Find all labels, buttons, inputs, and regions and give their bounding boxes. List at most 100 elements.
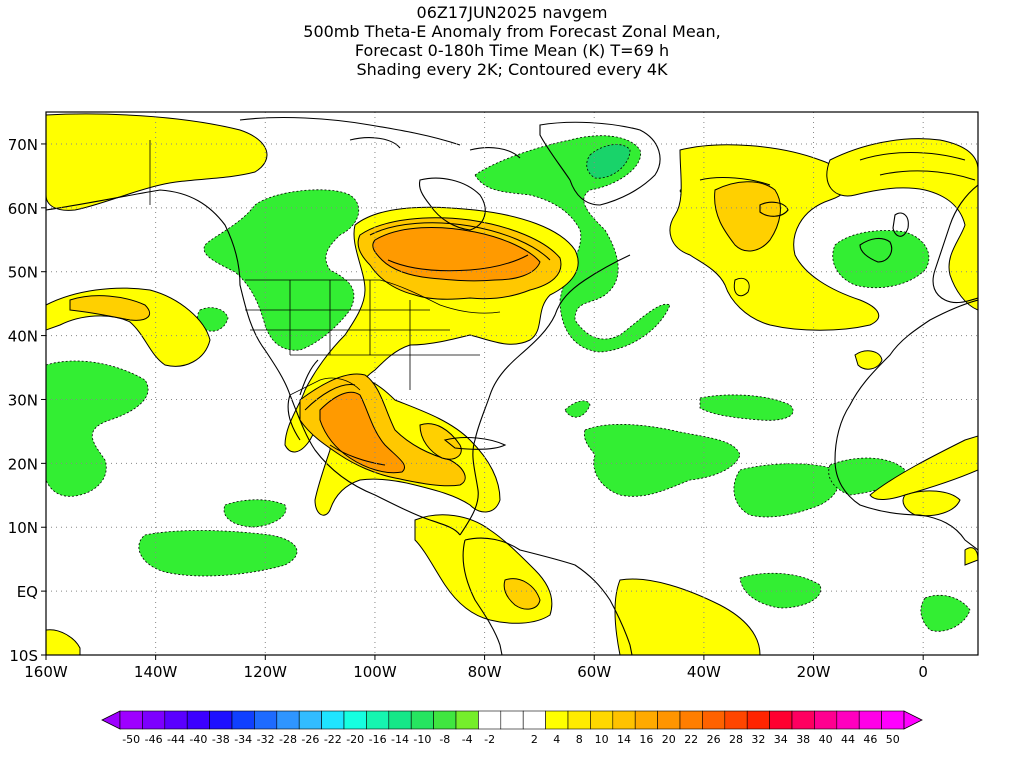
coastlines bbox=[46, 116, 978, 655]
contour-line-eu-2 bbox=[879, 170, 976, 181]
green-region-atlantic-tropics bbox=[583, 423, 741, 497]
coastline-hudson-bay bbox=[418, 177, 486, 231]
colorbar-swatch bbox=[254, 710, 278, 730]
x-tick-label: 140W bbox=[134, 663, 178, 681]
x-axis: 160W 140W 120W 100W 80W 60W 40W 20W 0 bbox=[24, 655, 928, 681]
colorbar-swatch bbox=[567, 710, 591, 730]
x-tick-label: 160W bbox=[24, 663, 68, 681]
colorbar-swatch bbox=[298, 710, 322, 730]
colorbar-swatch bbox=[612, 710, 636, 730]
title-line-1: 06Z17JUN2025 navgem bbox=[416, 3, 608, 22]
colorbar-label: 10 bbox=[595, 733, 609, 746]
x-tick-label: 80W bbox=[468, 663, 502, 681]
y-tick-label: 70N bbox=[8, 136, 38, 154]
coastline-cuba bbox=[443, 436, 507, 450]
colorbar-swatch bbox=[702, 710, 726, 730]
colorbar-swatch bbox=[814, 710, 838, 730]
colorbar-label: -16 bbox=[369, 733, 387, 746]
coastline-british-isles bbox=[892, 212, 909, 237]
x-tick-label: 40W bbox=[687, 663, 721, 681]
colorbar-swatch bbox=[590, 710, 614, 730]
coastline-greenland bbox=[539, 121, 661, 206]
yellow-region-brazil bbox=[614, 578, 761, 655]
colorbar-swatch bbox=[366, 710, 390, 730]
colorbar-swatch bbox=[836, 710, 860, 730]
colorbar-label: 40 bbox=[819, 733, 833, 746]
green-region-east-pacific bbox=[46, 360, 149, 497]
green-region-pacific-south bbox=[138, 530, 298, 577]
colorbar-swatch bbox=[746, 710, 770, 730]
x-tick-label: 20W bbox=[797, 663, 831, 681]
grid-lines bbox=[46, 112, 978, 655]
colorbar-swatch bbox=[657, 710, 681, 730]
colorbar-label: 32 bbox=[751, 733, 765, 746]
y-axis: 70N 60N 50N 40N 30N 20N 10N EQ 10S bbox=[8, 136, 46, 665]
colorbar-swatch bbox=[478, 710, 502, 730]
colorbar-label: -46 bbox=[145, 733, 163, 746]
chart-title: 06Z17JUN2025 navgem 500mb Theta-E Anomal… bbox=[0, 0, 1024, 79]
gold-region-north-atlantic bbox=[714, 181, 781, 252]
y-tick-label: 10N bbox=[8, 519, 38, 537]
coastline-arctic-islands bbox=[239, 116, 521, 159]
green-region-africa-west bbox=[733, 463, 840, 518]
coastline-north-america bbox=[46, 189, 631, 536]
colorbar-swatch bbox=[500, 710, 524, 730]
colorbar-label: -38 bbox=[212, 733, 230, 746]
border-us-canada bbox=[245, 279, 501, 314]
colorbar-swatch bbox=[455, 710, 479, 730]
gold-region-south-america bbox=[503, 578, 541, 610]
green-region-greenland bbox=[586, 144, 631, 179]
contour-line-mex-1 bbox=[304, 384, 356, 411]
colorbar-label: 8 bbox=[576, 733, 583, 746]
green-region-pacific-far bbox=[197, 307, 229, 332]
yellow-region-africa-east bbox=[964, 547, 978, 566]
coastline-africa bbox=[834, 299, 978, 551]
colorbar-label: 46 bbox=[863, 733, 877, 746]
map-frame bbox=[45, 111, 979, 656]
green-region-south-atlantic bbox=[739, 572, 822, 609]
colorbar-label: -14 bbox=[391, 733, 409, 746]
colorbar-label: 26 bbox=[707, 733, 721, 746]
colorbar-label: -50 bbox=[122, 733, 140, 746]
colorbar-label: -4 bbox=[462, 733, 473, 746]
colorbar-label: -20 bbox=[346, 733, 364, 746]
colorbar-label: -22 bbox=[324, 733, 342, 746]
colorbar-swatch bbox=[522, 710, 546, 730]
colorbar-label: -28 bbox=[279, 733, 297, 746]
y-tick-label: 50N bbox=[8, 264, 38, 282]
colorbar-swatch bbox=[791, 710, 815, 730]
contour-lines bbox=[304, 152, 976, 466]
colorbar-label: 2 bbox=[531, 733, 538, 746]
colorbar-swatch bbox=[142, 710, 166, 730]
gold-region-north-pacific bbox=[69, 295, 150, 321]
colorbar-label: 4 bbox=[553, 733, 560, 746]
colorbar-labels: -50 -46 -44 -40 -38 -34 -32 -28 -26 -22 -20 -16 -14-… bbox=[122, 733, 900, 746]
yellow-region-east-atlantic-small bbox=[854, 350, 883, 370]
contour-line-mex-2 bbox=[329, 444, 386, 466]
y-tick-label: 60N bbox=[8, 200, 38, 218]
title-line-2: 500mb Theta-E Anomaly from Forecast Zona… bbox=[303, 22, 721, 41]
colorbar-swatch bbox=[119, 710, 143, 730]
colorbar-label: -8 bbox=[439, 733, 450, 746]
border-us-states bbox=[245, 280, 480, 390]
coastline-iceland bbox=[759, 201, 789, 217]
contour-line-atl-1 bbox=[699, 177, 771, 186]
colorbar-swatch bbox=[634, 710, 658, 730]
political-boundaries bbox=[149, 140, 501, 396]
colorbar-swatch bbox=[321, 710, 345, 730]
green-region-caribbean bbox=[564, 400, 591, 418]
colorbar-label: -44 bbox=[167, 733, 185, 746]
colorbar-swatch bbox=[164, 710, 188, 730]
colorbar-label: 22 bbox=[684, 733, 698, 746]
yellow-region-alaska bbox=[46, 113, 268, 211]
colorbar-label: 44 bbox=[841, 733, 855, 746]
colorbar-label: -40 bbox=[189, 733, 207, 746]
gold-region-caribbean bbox=[419, 423, 462, 460]
x-tick-label: 120W bbox=[244, 663, 288, 681]
colorbar-swatch bbox=[209, 710, 233, 730]
colorbar-arrow-left bbox=[101, 710, 121, 730]
colorbar-label: 28 bbox=[729, 733, 743, 746]
y-tick-label: 10S bbox=[9, 647, 38, 665]
map-plot-area bbox=[46, 112, 978, 655]
green-region-gulf-guinea bbox=[920, 594, 971, 632]
